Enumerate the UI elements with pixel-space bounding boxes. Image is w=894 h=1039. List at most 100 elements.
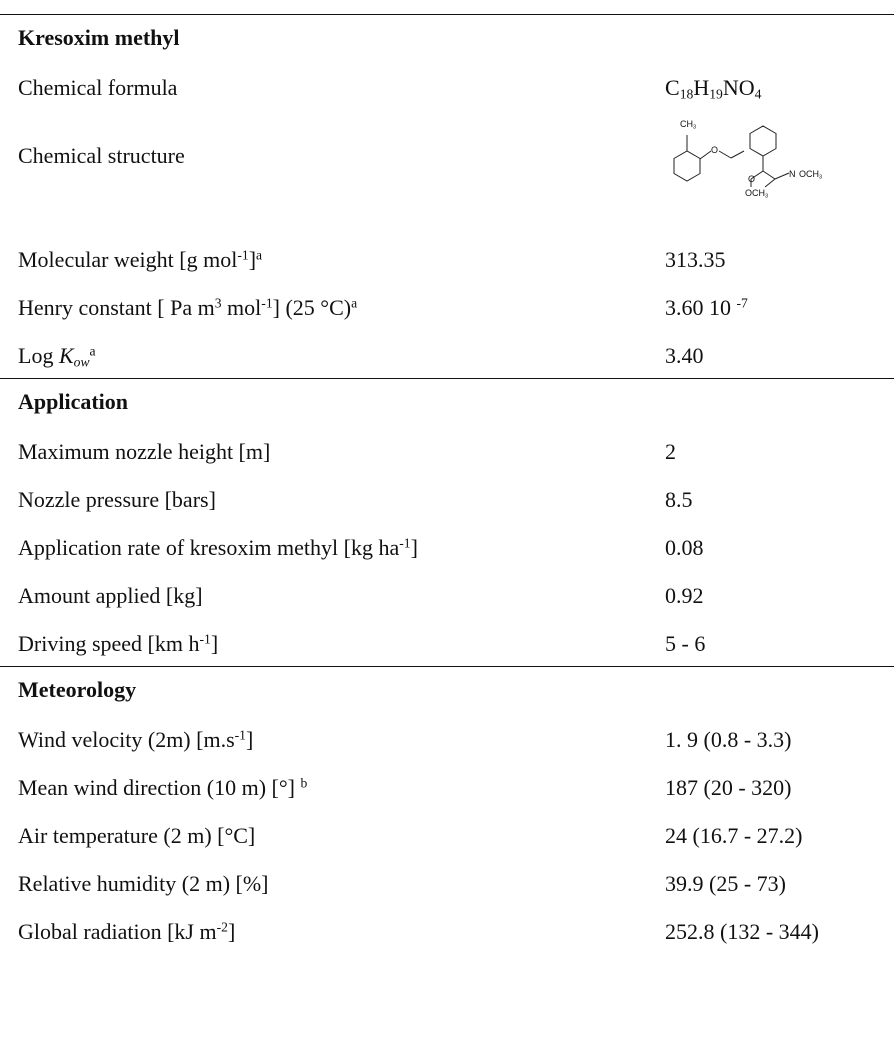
row-label: Air temperature (2 m) [°C] bbox=[18, 823, 255, 849]
text-run: b bbox=[300, 775, 308, 791]
text-run: 39.9 (25 - 73) bbox=[665, 871, 786, 896]
text-run: 3 bbox=[214, 295, 222, 311]
text-run: O bbox=[748, 174, 756, 184]
text-run: H bbox=[693, 75, 710, 100]
text-run: Mean wind direction (10 m) [°] bbox=[18, 775, 301, 800]
text-run: 3 bbox=[765, 193, 769, 200]
atom-label: O bbox=[711, 145, 718, 155]
row-label: Application rate of kresoxim methyl [kg … bbox=[18, 535, 418, 561]
text-run: -2 bbox=[216, 919, 228, 935]
section-title: Application bbox=[18, 389, 129, 414]
text-run: NO bbox=[722, 75, 755, 100]
text-run: ] bbox=[210, 631, 219, 656]
row-label: Log Kowa bbox=[18, 343, 96, 369]
row-label: Amount applied [kg] bbox=[18, 583, 203, 609]
row-value: 1. 9 (0.8 - 3.3) bbox=[665, 727, 791, 753]
text-run: a bbox=[256, 247, 263, 263]
text-run: 8.5 bbox=[665, 487, 693, 512]
bond bbox=[673, 150, 701, 182]
text-run: -1 bbox=[199, 631, 211, 647]
row-value: 187 (20 - 320) bbox=[665, 775, 791, 801]
bond bbox=[718, 150, 732, 159]
text-run: mol bbox=[221, 295, 262, 320]
text-run: OCH bbox=[745, 188, 765, 198]
bond bbox=[774, 172, 790, 180]
text-run: Chemical structure bbox=[18, 143, 185, 168]
text-run: Application rate of kresoxim methyl [kg … bbox=[18, 535, 400, 560]
row-value: 3.60 10 -7 bbox=[665, 295, 748, 321]
atom-label: OCH3 bbox=[745, 188, 769, 200]
text-run: 18 bbox=[679, 86, 694, 102]
chemical-structure: CH3 O O N OCH3 OCH3 bbox=[665, 111, 822, 201]
text-run: a bbox=[351, 295, 358, 311]
text-run: 2 bbox=[665, 439, 676, 464]
text-run: -1 bbox=[399, 535, 411, 551]
bond bbox=[750, 170, 764, 180]
text-run: Maximum nozzle height [m] bbox=[18, 439, 271, 464]
text-run: Molecular weight [g mol bbox=[18, 247, 238, 272]
text-run: ] bbox=[248, 247, 257, 272]
text-run: Driving speed [km h bbox=[18, 631, 200, 656]
text-run: ow bbox=[73, 354, 90, 370]
bond bbox=[749, 125, 777, 157]
text-run: 3 bbox=[819, 174, 823, 181]
row-label: Chemical formula bbox=[18, 75, 177, 101]
bond bbox=[699, 150, 712, 160]
text-run: Nozzle pressure [bars] bbox=[18, 487, 216, 512]
row-value: C18H19NO4 bbox=[665, 75, 761, 101]
row-label: Wind velocity (2m) [m.s-1] bbox=[18, 727, 253, 753]
row-label: Molecular weight [g mol-1]a bbox=[18, 247, 262, 273]
text-run: O bbox=[711, 145, 719, 155]
row-value: 24 (16.7 - 27.2) bbox=[665, 823, 802, 849]
text-run: C bbox=[665, 75, 680, 100]
text-run: -1 bbox=[234, 727, 246, 743]
bond bbox=[730, 150, 745, 159]
row-label: Maximum nozzle height [m] bbox=[18, 439, 270, 465]
text-run: 5 - 6 bbox=[665, 631, 706, 656]
rule bbox=[0, 378, 894, 379]
text-run: ] (25 °C) bbox=[272, 295, 352, 320]
text-run: 3 bbox=[693, 124, 697, 131]
rule bbox=[0, 14, 894, 15]
text-run: 3.40 bbox=[665, 343, 704, 368]
section-title: Kresoxim methyl bbox=[18, 25, 180, 50]
text-run: Relative humidity (2 m) [%] bbox=[18, 871, 269, 896]
text-run: Henry constant [ Pa m bbox=[18, 295, 215, 320]
text-run: 0.08 bbox=[665, 535, 704, 560]
row-value: 0.92 bbox=[665, 583, 704, 609]
text-run: 24 (16.7 - 27.2) bbox=[665, 823, 803, 848]
text-run: -1 bbox=[261, 295, 273, 311]
atom-label: CH3 bbox=[680, 119, 697, 131]
row-value: 8.5 bbox=[665, 487, 693, 513]
text-run: N bbox=[789, 169, 796, 179]
text-run: 1. 9 (0.8 - 3.3) bbox=[665, 727, 792, 752]
text-run: -7 bbox=[736, 295, 748, 311]
row-value: 3.40 bbox=[665, 343, 704, 369]
text-run: 313.35 bbox=[665, 247, 726, 272]
text-run: Chemical formula bbox=[18, 75, 178, 100]
text-run: 0.92 bbox=[665, 583, 704, 608]
text-run: ] bbox=[227, 919, 236, 944]
text-run: -1 bbox=[237, 247, 249, 263]
text-run: ] bbox=[410, 535, 418, 560]
text-run: 19 bbox=[709, 86, 723, 102]
structure-drawing bbox=[673, 125, 790, 188]
section-title: Meteorology bbox=[18, 677, 137, 702]
text-run: Air temperature (2 m) [°C] bbox=[18, 823, 256, 848]
text-run: 3.60 10 bbox=[665, 295, 737, 320]
row-label: Global radiation [kJ m-2] bbox=[18, 919, 235, 945]
text-run: OCH bbox=[799, 169, 819, 179]
text-run: Amount applied [kg] bbox=[18, 583, 203, 608]
text-run: ] bbox=[246, 727, 254, 752]
row-value: 313.35 bbox=[665, 247, 726, 273]
text-run: Wind velocity (2m) [m.s bbox=[18, 727, 235, 752]
text-run: Global radiation [kJ m bbox=[18, 919, 217, 944]
row-label: Nozzle pressure [bars] bbox=[18, 487, 216, 513]
row-label: Chemical structure bbox=[18, 143, 185, 169]
row-value: 0.08 bbox=[665, 535, 704, 561]
row-label: Relative humidity (2 m) [%] bbox=[18, 871, 269, 897]
row-value: 5 - 6 bbox=[665, 631, 705, 657]
rule bbox=[0, 666, 894, 667]
row-label: Driving speed [km h-1] bbox=[18, 631, 218, 657]
